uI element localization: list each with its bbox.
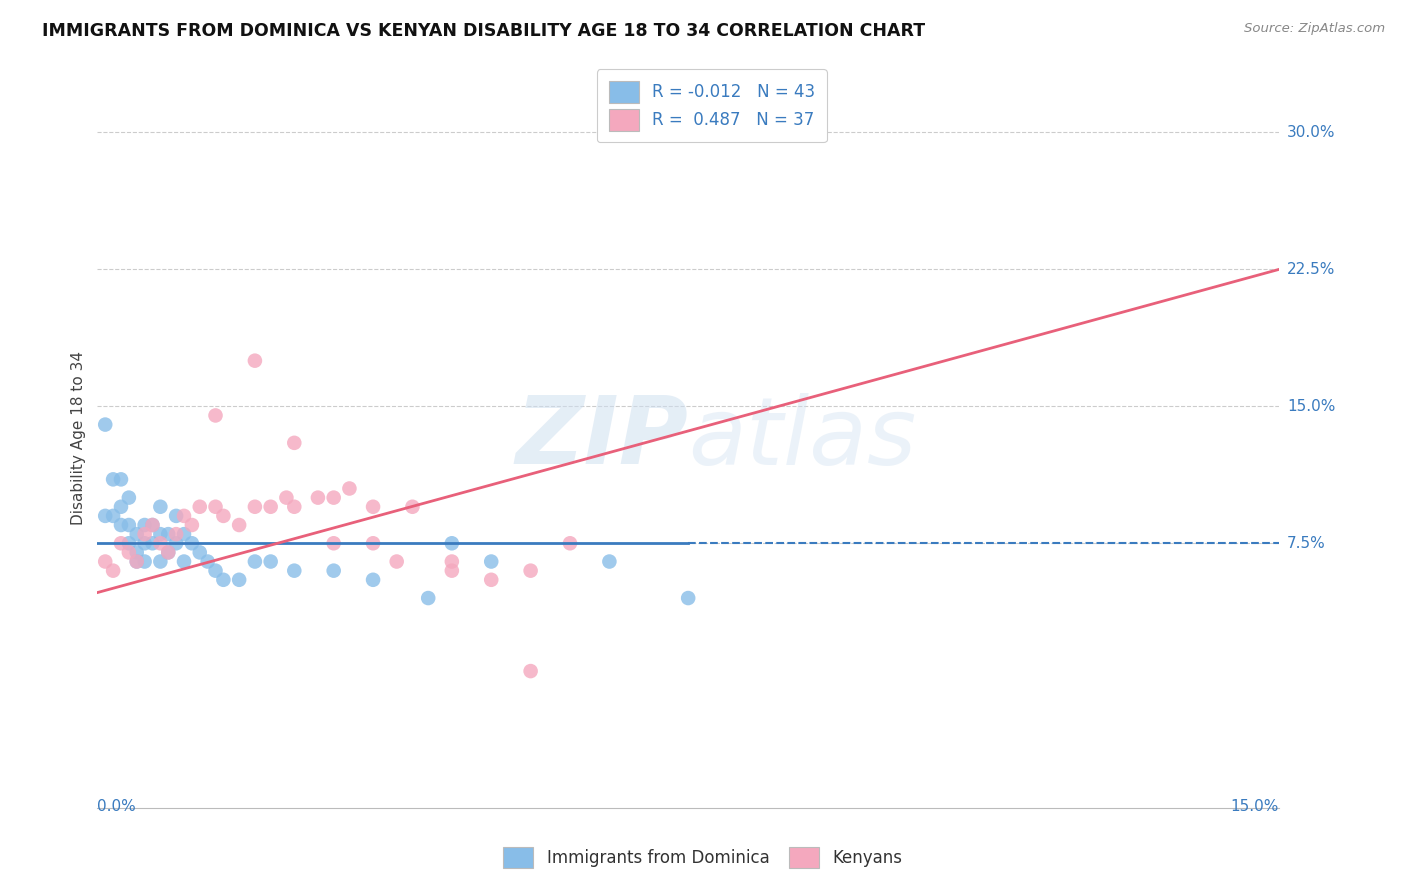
Point (125, 527, 148, 541)
Point (165, 527, 187, 541)
Point (110, 518, 132, 533)
Point (157, 527, 180, 541)
Point (157, 545, 180, 559)
Point (149, 555, 172, 569)
Text: atlas: atlas (688, 392, 917, 483)
Point (141, 518, 163, 533)
Text: 15.0%: 15.0% (1286, 399, 1336, 414)
Point (339, 482, 361, 496)
Point (94, 508, 117, 523)
Point (110, 500, 132, 514)
Y-axis label: Disability Age 18 to 34: Disability Age 18 to 34 (72, 351, 86, 525)
Point (260, 555, 283, 569)
Text: 15.0%: 15.0% (1230, 799, 1279, 814)
Point (134, 518, 156, 533)
Point (134, 536, 156, 550)
Point (125, 555, 148, 569)
Point (141, 536, 163, 550)
Point (558, 536, 581, 550)
Text: 30.0%: 30.0% (1286, 125, 1336, 140)
Point (94, 417, 117, 432)
Point (283, 564, 305, 578)
Point (180, 518, 202, 533)
Point (228, 518, 250, 533)
Point (173, 527, 195, 541)
Point (204, 500, 226, 514)
Point (401, 500, 423, 514)
Text: IMMIGRANTS FROM DOMINICA VS KENYAN DISABILITY AGE 18 TO 34 CORRELATION CHART: IMMIGRANTS FROM DOMINICA VS KENYAN DISAB… (42, 22, 925, 40)
Point (243, 353, 266, 368)
Point (141, 518, 163, 533)
Point (479, 555, 502, 569)
Point (173, 508, 195, 523)
Point (173, 555, 195, 569)
Point (418, 591, 440, 605)
Point (322, 536, 344, 550)
Point (118, 545, 141, 559)
Point (149, 536, 172, 550)
Point (307, 491, 329, 505)
Point (598, 555, 620, 569)
Point (479, 573, 502, 587)
Point (165, 536, 187, 550)
Point (110, 536, 132, 550)
Point (361, 500, 384, 514)
Point (134, 555, 156, 569)
Point (440, 564, 463, 578)
Point (440, 536, 463, 550)
Point (157, 545, 180, 559)
Point (197, 555, 219, 569)
Point (204, 564, 226, 578)
Point (101, 508, 124, 523)
Point (385, 555, 408, 569)
Point (283, 435, 305, 450)
Point (361, 573, 384, 587)
Point (180, 536, 202, 550)
Legend: R = -0.012   N = 43, R =  0.487   N = 37: R = -0.012 N = 43, R = 0.487 N = 37 (598, 70, 827, 143)
Point (125, 555, 148, 569)
Point (228, 573, 250, 587)
Text: 7.5%: 7.5% (1286, 536, 1326, 550)
Point (165, 508, 187, 523)
Point (276, 491, 298, 505)
Point (134, 527, 156, 541)
Point (101, 564, 124, 578)
Point (212, 508, 235, 523)
Point (94, 555, 117, 569)
Legend: Immigrants from Dominica, Kenyans: Immigrants from Dominica, Kenyans (496, 840, 910, 875)
Text: Source: ZipAtlas.com: Source: ZipAtlas.com (1244, 22, 1385, 36)
Point (149, 527, 172, 541)
Point (243, 500, 266, 514)
Point (188, 500, 211, 514)
Point (118, 536, 141, 550)
Point (118, 491, 141, 505)
Text: ZIP: ZIP (515, 392, 688, 484)
Point (322, 564, 344, 578)
Text: 0.0%: 0.0% (97, 799, 136, 814)
Point (676, 591, 699, 605)
Point (361, 536, 384, 550)
Point (283, 500, 305, 514)
Point (204, 409, 226, 423)
Point (212, 573, 235, 587)
Point (110, 472, 132, 486)
Point (519, 664, 541, 678)
Point (440, 555, 463, 569)
Point (118, 518, 141, 533)
Text: 22.5%: 22.5% (1286, 262, 1336, 277)
Point (188, 545, 211, 559)
Point (101, 472, 124, 486)
Point (149, 500, 172, 514)
Point (243, 555, 266, 569)
Point (125, 545, 148, 559)
Point (260, 500, 283, 514)
Point (519, 564, 541, 578)
Point (322, 491, 344, 505)
